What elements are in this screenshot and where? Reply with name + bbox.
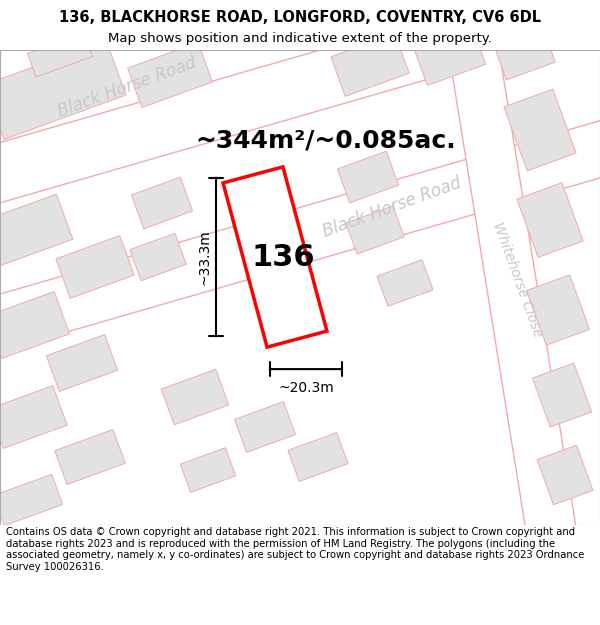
Polygon shape	[537, 445, 593, 505]
Polygon shape	[517, 182, 583, 258]
Text: Contains OS data © Crown copyright and database right 2021. This information is : Contains OS data © Crown copyright and d…	[6, 527, 584, 572]
Polygon shape	[504, 89, 576, 171]
Polygon shape	[331, 34, 409, 96]
Polygon shape	[415, 29, 485, 86]
Polygon shape	[377, 260, 433, 306]
Polygon shape	[181, 448, 236, 493]
Polygon shape	[235, 402, 295, 452]
Text: Map shows position and indicative extent of the property.: Map shows position and indicative extent…	[108, 32, 492, 45]
Polygon shape	[0, 474, 62, 526]
Polygon shape	[495, 30, 555, 80]
Text: ~33.3m: ~33.3m	[198, 229, 212, 285]
Polygon shape	[128, 42, 212, 107]
Polygon shape	[0, 386, 67, 448]
Polygon shape	[0, 0, 600, 218]
Polygon shape	[526, 275, 590, 345]
Polygon shape	[532, 363, 592, 427]
Polygon shape	[223, 167, 327, 347]
Polygon shape	[0, 291, 70, 359]
Polygon shape	[0, 41, 126, 139]
Polygon shape	[56, 236, 134, 298]
Text: ~20.3m: ~20.3m	[278, 381, 334, 395]
Polygon shape	[161, 369, 229, 425]
Polygon shape	[55, 429, 125, 484]
Polygon shape	[28, 33, 92, 77]
Polygon shape	[288, 432, 348, 481]
Text: 136, BLACKHORSE ROAD, LONGFORD, COVENTRY, CV6 6DL: 136, BLACKHORSE ROAD, LONGFORD, COVENTRY…	[59, 10, 541, 25]
Polygon shape	[346, 206, 404, 254]
Polygon shape	[46, 334, 118, 391]
Text: Whitehorse Close: Whitehorse Close	[490, 221, 545, 339]
Polygon shape	[130, 233, 186, 281]
Polygon shape	[337, 151, 398, 202]
Polygon shape	[131, 177, 193, 229]
Polygon shape	[436, 0, 584, 589]
Text: Black Horse Road: Black Horse Road	[55, 54, 199, 121]
Text: ~344m²/~0.085ac.: ~344m²/~0.085ac.	[195, 128, 455, 152]
Text: Black Horse Road: Black Horse Road	[320, 174, 464, 241]
Polygon shape	[0, 106, 600, 366]
Text: 136: 136	[251, 242, 315, 271]
Polygon shape	[0, 194, 73, 266]
